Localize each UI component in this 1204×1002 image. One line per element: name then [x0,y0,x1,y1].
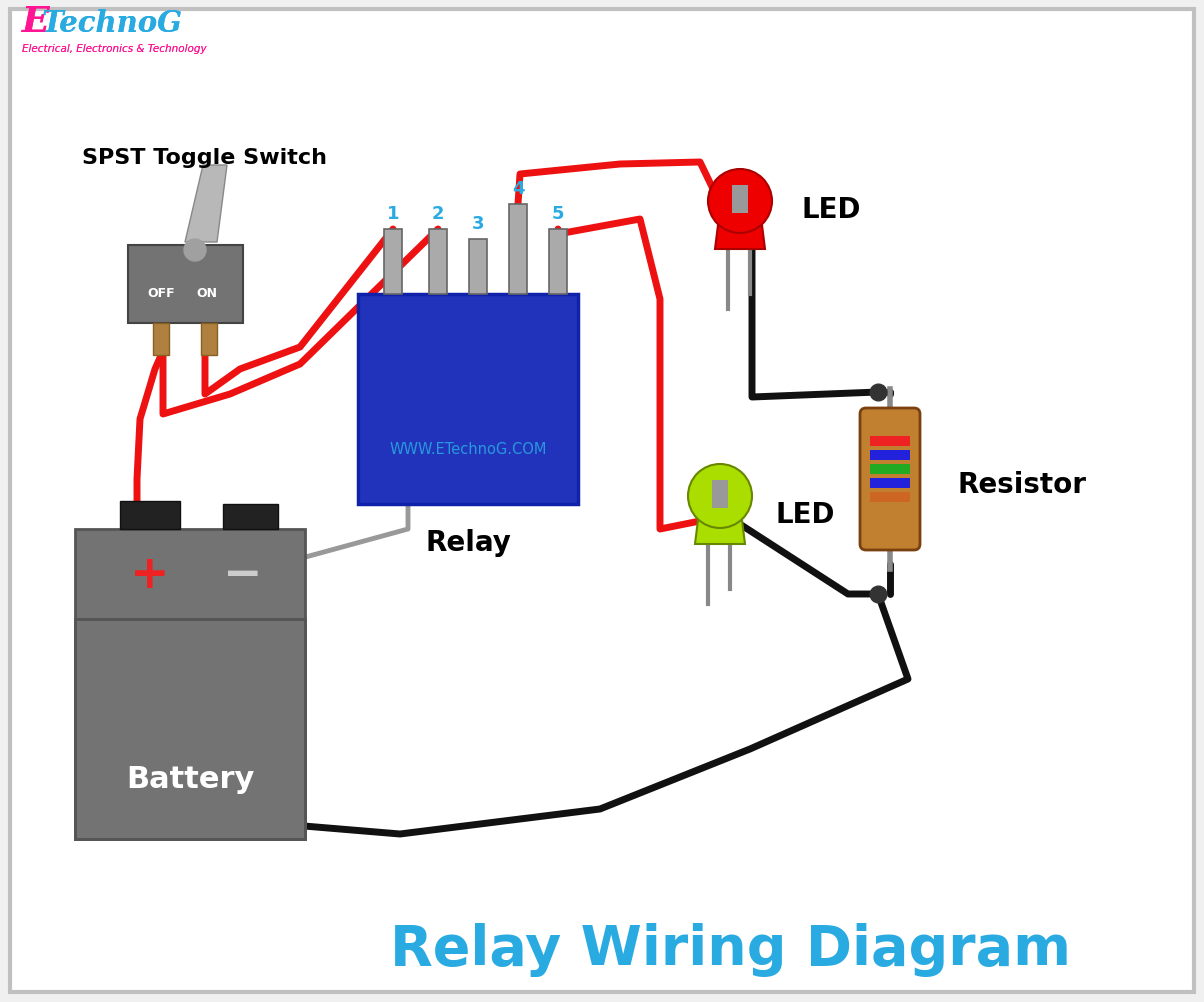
Text: 3: 3 [472,214,484,232]
Text: Relay: Relay [425,528,510,556]
Bar [75,619,305,839]
Bar [470,239,486,295]
Bar [509,204,527,295]
Circle shape [687,465,752,528]
Polygon shape [715,201,765,249]
Polygon shape [185,166,228,242]
Text: 1: 1 [386,204,400,222]
Bar [358,295,578,504]
Bar [870,465,910,475]
Text: OFF: OFF [147,287,175,300]
Bar [870,479,910,489]
Bar [75,529,305,839]
FancyBboxPatch shape [860,409,920,550]
Text: 4: 4 [512,179,524,197]
Text: 5: 5 [551,204,565,222]
Polygon shape [695,497,745,544]
Text: Resistor: Resistor [958,471,1087,499]
Text: LED: LED [802,195,862,223]
Bar [549,229,567,295]
Text: 2: 2 [432,204,444,222]
Bar [153,324,169,356]
Bar [712,481,728,508]
Text: WWW.ETechnoG.COM: WWW.ETechnoG.COM [389,442,547,457]
Text: TechnoG: TechnoG [42,9,183,38]
Text: Relay Wiring Diagram: Relay Wiring Diagram [390,922,1070,976]
Circle shape [184,239,206,262]
Text: SPST Toggle Switch: SPST Toggle Switch [83,148,327,167]
Text: E: E [22,5,49,39]
Bar [75,529,305,619]
Text: LED: LED [775,501,834,528]
Bar [732,185,748,213]
Bar [384,229,402,295]
Bar [870,437,910,447]
Text: Electrical, Electronics & Technology: Electrical, Electronics & Technology [22,44,207,54]
Text: E: E [22,5,49,39]
Text: +: + [130,552,170,597]
Bar [201,324,217,356]
Text: Battery: Battery [125,765,254,794]
Bar [128,245,243,324]
Bar [429,229,447,295]
Circle shape [708,169,772,233]
Bar [870,451,910,461]
Bar [223,504,278,529]
Text: Electrical, Electronics & Technology: Electrical, Electronics & Technology [22,44,207,54]
Bar [870,493,910,502]
Bar [120,501,181,529]
Text: −: − [223,552,262,597]
Text: TechnoG: TechnoG [42,9,183,38]
Text: ON: ON [196,287,218,300]
